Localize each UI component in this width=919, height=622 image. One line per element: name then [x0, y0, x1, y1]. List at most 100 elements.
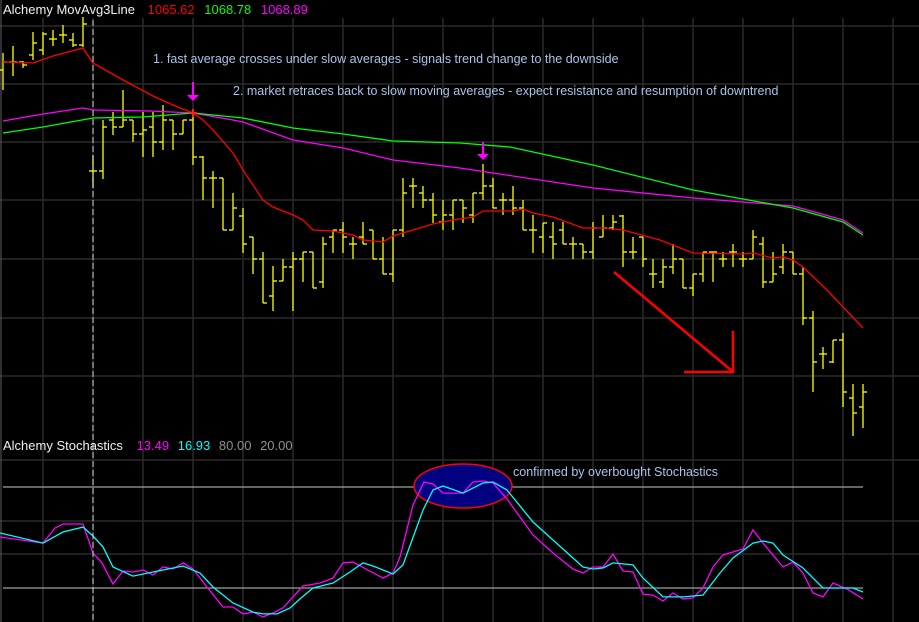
ohlc-bar [219, 177, 227, 231]
ohlc-bar [329, 229, 337, 253]
stoch-d-line [0, 481, 864, 615]
ohlc-bar [829, 339, 837, 363]
ohlc-bar [469, 192, 477, 223]
ohlc-bar [239, 208, 247, 253]
ohlc-bar [409, 178, 417, 208]
ohlc-bar [209, 171, 217, 208]
slow-ma-readout: 1068.78 [204, 2, 252, 17]
ohlc-bar [859, 384, 867, 428]
ohlc-bar [849, 384, 857, 436]
ohlc-bar [489, 178, 497, 209]
ohlc-bar [629, 237, 637, 259]
overbought-level-readout: 80.00 [218, 438, 252, 453]
ohlc-bar [659, 259, 667, 288]
ohlc-bar [819, 347, 827, 369]
ohlc-bar [749, 230, 757, 260]
ohlc-bar [429, 193, 437, 223]
ohlc-bar [779, 244, 787, 274]
annotation-crossover: 1. fast average crosses under slow avera… [153, 52, 619, 66]
ohlc-bar [549, 222, 557, 259]
ohlc-bar [119, 90, 127, 128]
ohlc-bar [349, 237, 357, 259]
ohlc-bar [619, 215, 627, 267]
ohlc-bar [199, 156, 207, 200]
ohlc-bar [599, 215, 607, 238]
ohlc-bar [539, 222, 547, 253]
ohlc-bar [709, 251, 717, 282]
ohlc-bar [259, 252, 267, 304]
ohlc-bar [839, 333, 847, 407]
stoch-d-readout: 16.93 [177, 438, 211, 453]
ohlc-bar [519, 200, 527, 231]
ohlc-bar [129, 119, 137, 142]
ohlc-bar [99, 120, 107, 179]
ohlc-bar [109, 112, 117, 135]
fast-moving-average-line [2, 47, 864, 329]
ohlc-bar [399, 178, 407, 237]
down-arrow-icon [187, 82, 199, 101]
crossover-marker [189, 109, 197, 117]
ohlc-bar [689, 273, 697, 296]
stochastic-lines [0, 480, 864, 618]
price-panel-title: Alchemy MovAvg3Line [3, 2, 135, 17]
ohlc-bar [799, 267, 807, 325]
ohlc-bar [299, 251, 307, 282]
stoch-panel-title: Alchemy Stochastics [3, 438, 123, 453]
ohlc-bar [809, 311, 817, 392]
ohlc-bar [229, 193, 237, 231]
ohlc-bar [789, 251, 797, 275]
stoch-k-line [0, 480, 864, 618]
ohlc-bar [279, 259, 287, 282]
annotation-retrace: 2. market retraces back to slow moving a… [233, 84, 779, 98]
ohlc-bar [339, 222, 347, 253]
ohlc-bar [9, 46, 17, 76]
price-bars [0, 17, 867, 436]
ohlc-bar [509, 186, 517, 215]
ohlc-bar [459, 199, 467, 223]
overbought-highlight [413, 463, 513, 509]
downtrend-arrow-icon [613, 271, 735, 374]
ohlc-bar [699, 251, 707, 282]
oversold-level-readout: 20.00 [260, 438, 293, 453]
ohlc-bar [649, 259, 657, 288]
ohlc-bar [179, 119, 187, 135]
fast-ma-readout: 1065.62 [147, 2, 195, 17]
ohlc-bar [49, 30, 57, 46]
ohlc-bar [79, 17, 87, 47]
ohlc-bar [569, 237, 577, 259]
moving-averages [2, 47, 864, 329]
ohlc-bar [419, 186, 427, 208]
ohlc-bar [679, 258, 687, 289]
ohlc-bar [439, 200, 447, 230]
ohlc-bar [479, 164, 487, 200]
ohlc-bar [579, 243, 587, 259]
ohlc-bar [189, 112, 197, 165]
ohlc-bar [149, 112, 157, 157]
ohlc-bar [69, 33, 77, 47]
ohlc-bar [379, 237, 387, 275]
ohlc-bar [639, 236, 647, 267]
ohlc-bar [249, 236, 257, 274]
ohlc-bar [389, 229, 397, 282]
price-panel-header: Alchemy MovAvg3Line 1065.62 1068.78 1068… [3, 2, 308, 17]
ohlc-bar [449, 199, 457, 230]
ohlc-bar [29, 32, 37, 60]
ohlc-bar [269, 266, 277, 311]
ohlc-bar [669, 244, 677, 274]
stoch-panel-header: Alchemy Stochastics 13.49 16.93 80.00 20… [3, 438, 293, 453]
ohlc-bar [769, 252, 777, 283]
ohlc-bar [319, 237, 327, 288]
ohlc-bar [729, 244, 737, 267]
ohlc-bar [159, 105, 167, 150]
slow-moving-average-line [2, 112, 864, 236]
ohlc-bar [499, 193, 507, 215]
ohlc-bar [529, 215, 537, 253]
ohlc-bar [719, 252, 727, 267]
mid-moving-average-line [2, 107, 864, 234]
annotation-overbought: confirmed by overbought Stochastics [513, 465, 718, 479]
ohlc-bar [559, 222, 567, 245]
ohlc-bar [309, 251, 317, 289]
